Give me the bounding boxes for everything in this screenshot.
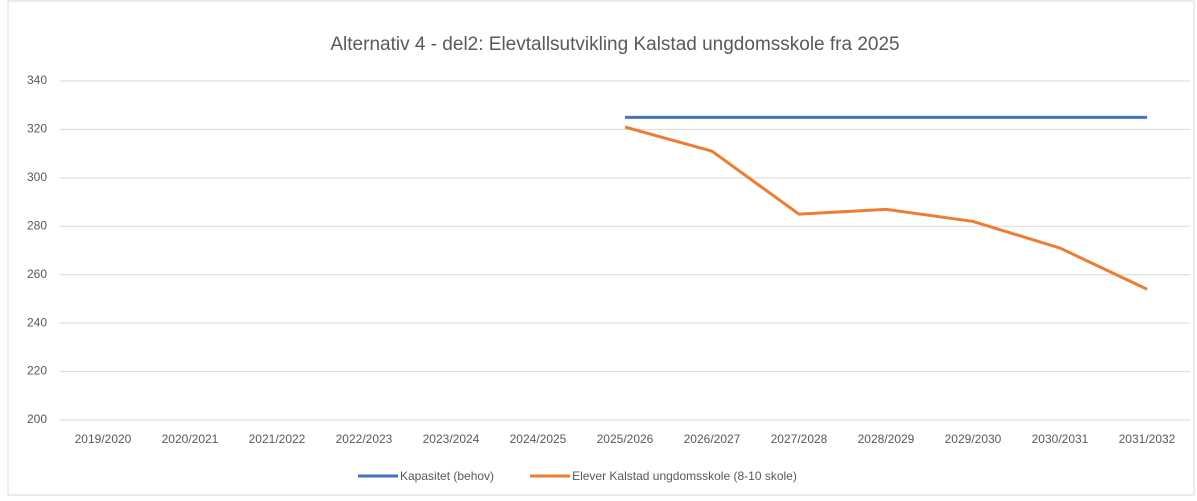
legend-label: Kapasitet (behov) [400, 469, 494, 483]
y-tick-label: 300 [27, 170, 47, 184]
y-tick-label: 280 [27, 218, 47, 232]
chart-title: Alternativ 4 - del2: Elevtallsutvikling … [330, 34, 899, 55]
x-tick-label: 2024/2025 [510, 432, 567, 446]
x-tick-label: 2027/2028 [771, 432, 828, 446]
y-tick-label: 320 [27, 122, 47, 136]
x-tick-label: 2029/2030 [945, 432, 1002, 446]
y-tick-label: 340 [27, 73, 47, 87]
y-tick-label: 260 [27, 267, 47, 281]
x-tick-label: 2025/2026 [597, 432, 654, 446]
y-tick-label: 200 [27, 412, 47, 426]
x-tick-label: 2021/2022 [249, 432, 306, 446]
series-line [624, 125, 1148, 291]
x-tick-label: 2023/2024 [423, 432, 480, 446]
x-tick-label: 2028/2029 [858, 432, 915, 446]
x-tick-label: 2030/2031 [1032, 432, 1089, 446]
chart-border [7, 0, 1195, 496]
y-tick-label: 240 [27, 315, 47, 329]
x-tick-label: 2026/2027 [684, 432, 741, 446]
y-tick-label: 220 [27, 364, 47, 378]
legend-label: Elever Kalstad ungdomsskole (8-10 skole) [572, 469, 797, 483]
x-tick-label: 2020/2021 [162, 432, 219, 446]
x-tick-label: 2031/2032 [1119, 432, 1176, 446]
x-tick-label: 2019/2020 [75, 432, 132, 446]
x-tick-label: 2022/2023 [336, 432, 393, 446]
